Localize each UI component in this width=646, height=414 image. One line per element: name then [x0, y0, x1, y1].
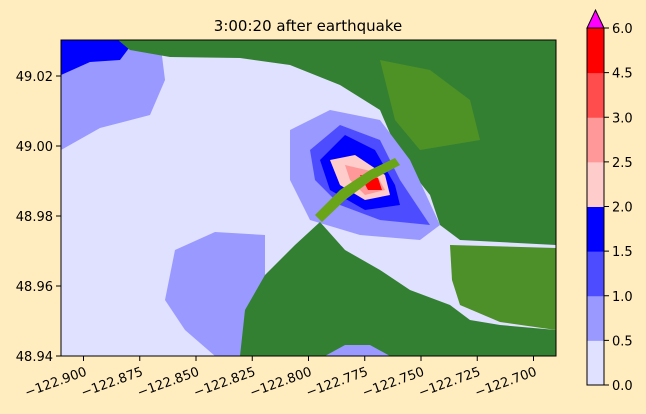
colorbar-band	[587, 117, 604, 163]
colorbar-band	[587, 206, 604, 252]
land-top-lighter	[380, 60, 480, 150]
plot-title: 3:00:20 after earthquake	[214, 17, 402, 35]
colorbar-band	[587, 72, 604, 118]
y-tick-label: 49.00	[16, 140, 53, 155]
y-tick-label: 49.02	[16, 70, 53, 85]
colorbar-tick-label: 3.0	[612, 111, 633, 126]
shallow-blue-bottom	[325, 345, 390, 356]
colorbar-band	[587, 161, 604, 207]
x-tick-label: −122.825	[192, 365, 258, 401]
y-tick-label: 48.96	[16, 280, 53, 295]
colorbar-tick-label: 6.0	[612, 22, 633, 37]
x-tick-label: −122.725	[417, 365, 483, 401]
colorbar-tick-label: 0.5	[612, 334, 633, 349]
colorbar: 0.0 0.5 1.0 1.5 2.0 2.5 3.0 4.5 6.0	[586, 8, 633, 394]
colorbar-tick-label: 4.5	[612, 67, 633, 82]
colorbar-tick-label: 2.0	[612, 201, 633, 216]
x-tick-label: −122.800	[248, 365, 314, 401]
x-tick-label: −122.875	[79, 365, 145, 401]
x-tick-label: −122.850	[135, 365, 201, 401]
x-tick-label: −122.775	[304, 365, 370, 401]
x-tick-label: −122.900	[23, 365, 89, 401]
y-tick-label: 48.98	[16, 210, 53, 225]
shallow-blue-middle	[165, 232, 265, 356]
colorbar-extend-arrow	[586, 8, 605, 29]
land-right	[450, 245, 556, 330]
land-bottom	[240, 222, 556, 356]
colorbar-band	[587, 28, 604, 74]
map-plot: −122.900−122.875−122.850−122.825−122.800…	[16, 39, 557, 401]
land-spit	[315, 158, 400, 222]
colorbar-tick-label: 2.5	[612, 156, 633, 171]
x-axis: −122.900−122.875−122.850−122.825−122.800…	[23, 356, 539, 401]
colorbar-tick-label: 0.0	[612, 379, 633, 394]
colorbar-band	[587, 295, 604, 341]
x-tick-label: −122.750	[360, 365, 426, 401]
y-tick-label: 48.94	[16, 350, 53, 365]
x-tick-label: −122.700	[473, 365, 539, 401]
colorbar-tick-label: 1.5	[612, 245, 633, 260]
deep-blue-topleft	[61, 40, 135, 75]
shallow-blue-left	[61, 40, 165, 150]
colorbar-band	[587, 340, 604, 386]
y-axis: 48.94 48.96 48.98 49.00 49.02	[16, 70, 61, 365]
colorbar-band	[587, 251, 604, 297]
colorbar-tick-label: 1.0	[612, 290, 633, 305]
